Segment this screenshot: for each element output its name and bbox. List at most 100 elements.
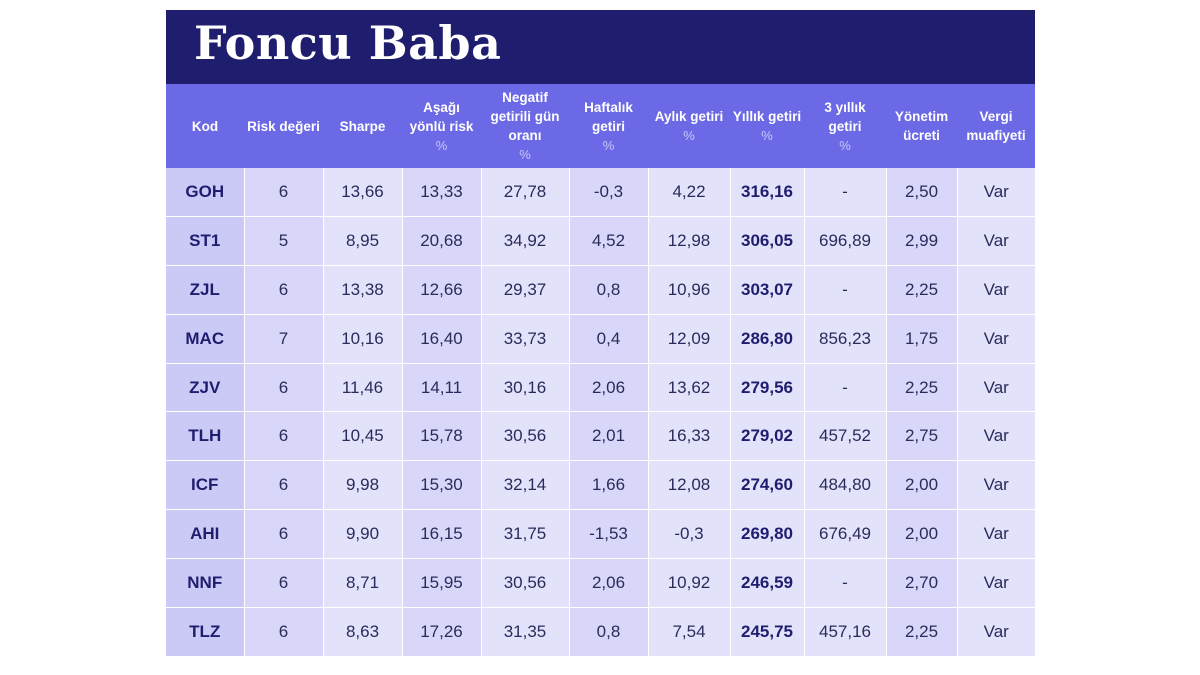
cell-3year-return: 484,80 [804,460,887,511]
column-header-unit: % [602,137,615,153]
cell-downside-risk: 20,68 [402,216,482,266]
cell-negative-days: 31,35 [481,607,570,657]
cell-risk: 6 [244,411,324,462]
cell-management-fee: 2,75 [886,411,958,462]
cell-annual-return: 246,59 [730,558,805,609]
cell-3year-return: - [804,558,887,609]
cell-sharpe: 13,38 [323,265,403,315]
column-header-label: Vergi muafiyeti [966,109,1026,143]
cell-weekly-return: 0,8 [569,607,649,657]
fund-table-card: Foncu Baba Kod Risk değeri Sharpe Aşağı yön… [166,10,1035,664]
table-row: GOH 6 13,66 13,33 27,78 -0,3 4,22 316,16-2,50 Va… [166,168,1035,217]
cell-annual-return: 279,56 [730,363,805,413]
cell-code: TLH [166,411,245,462]
cell-risk: 6 [244,558,324,609]
cell-monthly-return: 13,62 [648,363,731,413]
cell-negative-days: 33,73 [481,314,570,364]
column-header: Kod [166,84,244,168]
column-header-label: Yıllık getiri [732,109,802,124]
cell-downside-risk: 15,78 [402,411,482,462]
cell-code: ZJL [166,265,245,315]
cell-risk: 6 [244,460,324,511]
cell-tax-exemption: Var [957,607,1035,657]
column-header-unit: % [839,137,851,153]
cell-negative-days: 30,56 [481,558,570,609]
cell-weekly-return: 2,06 [569,363,649,413]
cell-3year-return: 676,49 [804,509,887,560]
cell-3year-return: 457,52 [804,411,887,462]
cell-tax-exemption: Var [957,168,1035,217]
cell-risk: 6 [244,607,324,657]
cell-code: ST1 [166,216,245,266]
column-header: Aylık getiri% [648,84,730,168]
cell-management-fee: 2,99 [886,216,958,266]
cell-monthly-return: 16,33 [648,411,731,462]
cell-risk: 6 [244,265,324,315]
cell-annual-return: 245,75 [730,607,805,657]
table-header-row: Kod Risk değeri Sharpe Aşağı yönlü risk% Neg… [166,84,1035,168]
cell-management-fee: 1,75 [886,314,958,364]
cell-sharpe: 11,46 [323,363,403,413]
column-header-unit: % [519,147,531,162]
cell-weekly-return: 0,8 [569,265,649,315]
cell-management-fee: 2,70 [886,558,958,609]
cell-tax-exemption: Var [957,314,1035,364]
cell-annual-return: 306,05 [730,216,805,266]
cell-risk: 7 [244,314,324,364]
cell-negative-days: 31,75 [481,509,570,560]
cell-negative-days: 32,14 [481,460,570,511]
cell-monthly-return: 12,09 [648,314,731,364]
cell-management-fee: 2,25 [886,363,958,413]
cell-annual-return: 274,60 [730,460,805,511]
column-header-label: Aylık getiri [654,109,724,124]
cell-monthly-return: 10,96 [648,265,731,315]
table-row: ST1 5 8,95 20,68 34,92 4,52 12,98 306,05 696,89 2… [166,216,1035,266]
cell-sharpe: 8,95 [323,216,403,266]
column-header-label: Negatif getirili gün oranı [490,90,560,143]
cell-monthly-return: 10,92 [648,558,731,609]
column-header-unit: % [683,128,695,143]
cell-weekly-return: 2,06 [569,558,649,609]
cell-annual-return: 279,02 [730,411,805,462]
cell-weekly-return: 4,52 [569,216,649,266]
column-header-label: Sharpe [339,118,386,134]
column-header-label: Yönetim ücreti [894,109,949,143]
table-row: ICF 6 9,98 15,30 32,14 1,66 12,08 274,60 484,80 2… [166,460,1035,511]
column-header: Aşağı yönlü risk% [402,84,481,168]
cell-3year-return: - [804,168,887,217]
cell-downside-risk: 12,66 [402,265,482,315]
cell-tax-exemption: Var [957,460,1035,511]
cell-annual-return: 316,16 [730,168,805,217]
cell-code: GOH [166,168,245,217]
column-header-unit: % [435,137,448,153]
cell-weekly-return: -0,3 [569,168,649,217]
cell-negative-days: 30,16 [481,363,570,413]
cell-risk: 6 [244,509,324,560]
cell-sharpe: 13,66 [323,168,403,217]
cell-sharpe: 10,16 [323,314,403,364]
cell-monthly-return: 12,08 [648,460,731,511]
cell-tax-exemption: Var [957,216,1035,266]
cell-monthly-return: 4,22 [648,168,731,217]
title-bar: Foncu Baba [166,10,1035,84]
column-header: Risk değeri [244,84,323,168]
cell-monthly-return: -0,3 [648,509,731,560]
column-header: Vergi muafiyeti [957,84,1035,168]
column-header: Sharpe [323,84,402,168]
column-header-label: Aşağı yönlü risk [409,99,474,134]
cell-3year-return: 856,23 [804,314,887,364]
table-row: MAC 7 10,16 16,40 33,73 0,4 12,09 286,80 856,23 1… [166,314,1035,364]
cell-management-fee: 2,50 [886,168,958,217]
fund-table: Kod Risk değeri Sharpe Aşağı yönlü risk% Neg… [166,84,1035,657]
cell-code: ZJV [166,363,245,413]
table-body: GOH 6 13,66 13,33 27,78 -0,3 4,22 316,16-2,50 Va… [166,168,1035,657]
cell-tax-exemption: Var [957,558,1035,609]
cell-negative-days: 27,78 [481,168,570,217]
table-row: AHI 6 9,90 16,15 31,75 -1,53 -0,3 269,80 676,49 2… [166,509,1035,560]
cell-tax-exemption: Var [957,509,1035,560]
cell-annual-return: 303,07 [730,265,805,315]
cell-weekly-return: 0,4 [569,314,649,364]
cell-sharpe: 9,90 [323,509,403,560]
cell-annual-return: 269,80 [730,509,805,560]
cell-downside-risk: 17,26 [402,607,482,657]
